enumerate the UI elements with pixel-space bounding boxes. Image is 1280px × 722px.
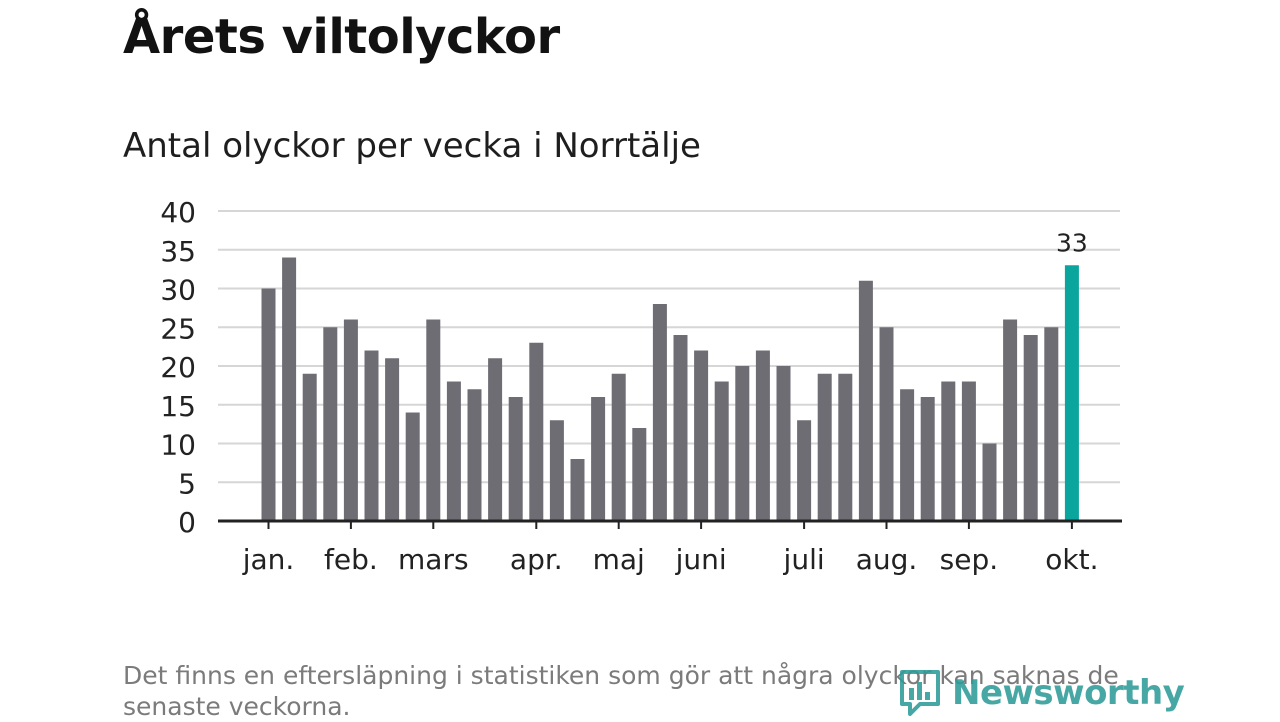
bar bbox=[426, 319, 441, 521]
bar bbox=[405, 412, 420, 521]
bar bbox=[467, 389, 482, 521]
bar bbox=[632, 428, 647, 521]
bar bbox=[694, 350, 709, 521]
bar bbox=[1044, 327, 1059, 521]
bar bbox=[652, 304, 667, 521]
y-axis-ticks: 0 5 10 15 20 25 30 35 40 bbox=[160, 196, 196, 539]
footnote: Det finns en eftersläpning i statistiken… bbox=[123, 661, 1119, 721]
data-label: 33 bbox=[1056, 228, 1088, 257]
bar bbox=[1003, 319, 1018, 521]
bar bbox=[817, 373, 832, 521]
bar bbox=[302, 373, 317, 521]
grid-lines bbox=[218, 210, 1120, 484]
bar bbox=[488, 358, 503, 521]
y-tick-label: 30 bbox=[160, 274, 196, 307]
y-tick-label: 20 bbox=[160, 351, 196, 384]
chart-subtitle: Antal olyckor per vecka i Norrtälje bbox=[123, 126, 701, 166]
y-tick-label: 0 bbox=[178, 506, 196, 539]
bar bbox=[838, 373, 853, 521]
bar bbox=[508, 397, 523, 521]
x-tick-label: mars bbox=[398, 543, 469, 576]
bar bbox=[735, 366, 750, 521]
bar bbox=[900, 389, 915, 521]
x-tick-label: apr. bbox=[510, 543, 563, 576]
x-tick-label: feb. bbox=[324, 543, 378, 576]
bar bbox=[1023, 335, 1038, 521]
y-tick-label: 25 bbox=[160, 312, 196, 345]
bar bbox=[323, 327, 338, 521]
bar bbox=[343, 319, 358, 521]
chart-title: Årets viltolyckor bbox=[123, 9, 560, 65]
bar bbox=[755, 350, 770, 521]
bar-highlight bbox=[1064, 265, 1079, 521]
bar bbox=[961, 381, 976, 521]
x-tick-label: aug. bbox=[856, 543, 918, 576]
brand-name: Newsworthy bbox=[952, 673, 1185, 713]
x-tick-label: jan. bbox=[242, 543, 295, 576]
y-tick-label: 15 bbox=[160, 390, 196, 423]
bar bbox=[982, 443, 997, 521]
x-tick-label: juni bbox=[675, 543, 727, 576]
y-tick-label: 35 bbox=[160, 235, 196, 268]
x-tick-label: sep. bbox=[940, 543, 999, 576]
bar bbox=[261, 288, 276, 521]
y-tick-label: 10 bbox=[160, 429, 196, 462]
y-tick-label: 5 bbox=[178, 467, 196, 500]
x-tick-label: maj bbox=[593, 543, 645, 576]
x-axis: jan. feb. mars apr. maj juni juli aug. sep. okt. bbox=[218, 519, 1122, 576]
bar bbox=[920, 397, 935, 521]
bar bbox=[941, 381, 956, 521]
bar bbox=[549, 420, 564, 521]
bar bbox=[529, 342, 544, 521]
bars bbox=[261, 257, 1079, 521]
x-tick-label: okt. bbox=[1045, 543, 1098, 576]
bar bbox=[879, 327, 894, 521]
x-tick-label: juli bbox=[783, 543, 825, 576]
bar bbox=[611, 373, 626, 521]
newsworthy-logo: Newsworthy bbox=[898, 668, 1185, 718]
bar bbox=[591, 397, 606, 521]
data-labels: 33 bbox=[1056, 228, 1088, 257]
bar bbox=[570, 459, 585, 521]
bar bbox=[446, 381, 461, 521]
bar bbox=[385, 358, 400, 521]
bar bbox=[797, 420, 812, 521]
bar bbox=[282, 257, 297, 521]
y-tick-label: 40 bbox=[160, 196, 196, 229]
bar bbox=[673, 335, 688, 521]
bar-chart-icon bbox=[900, 670, 940, 716]
bar bbox=[776, 366, 791, 521]
bar bbox=[714, 381, 729, 521]
bar bbox=[364, 350, 379, 521]
bar bbox=[858, 280, 873, 521]
